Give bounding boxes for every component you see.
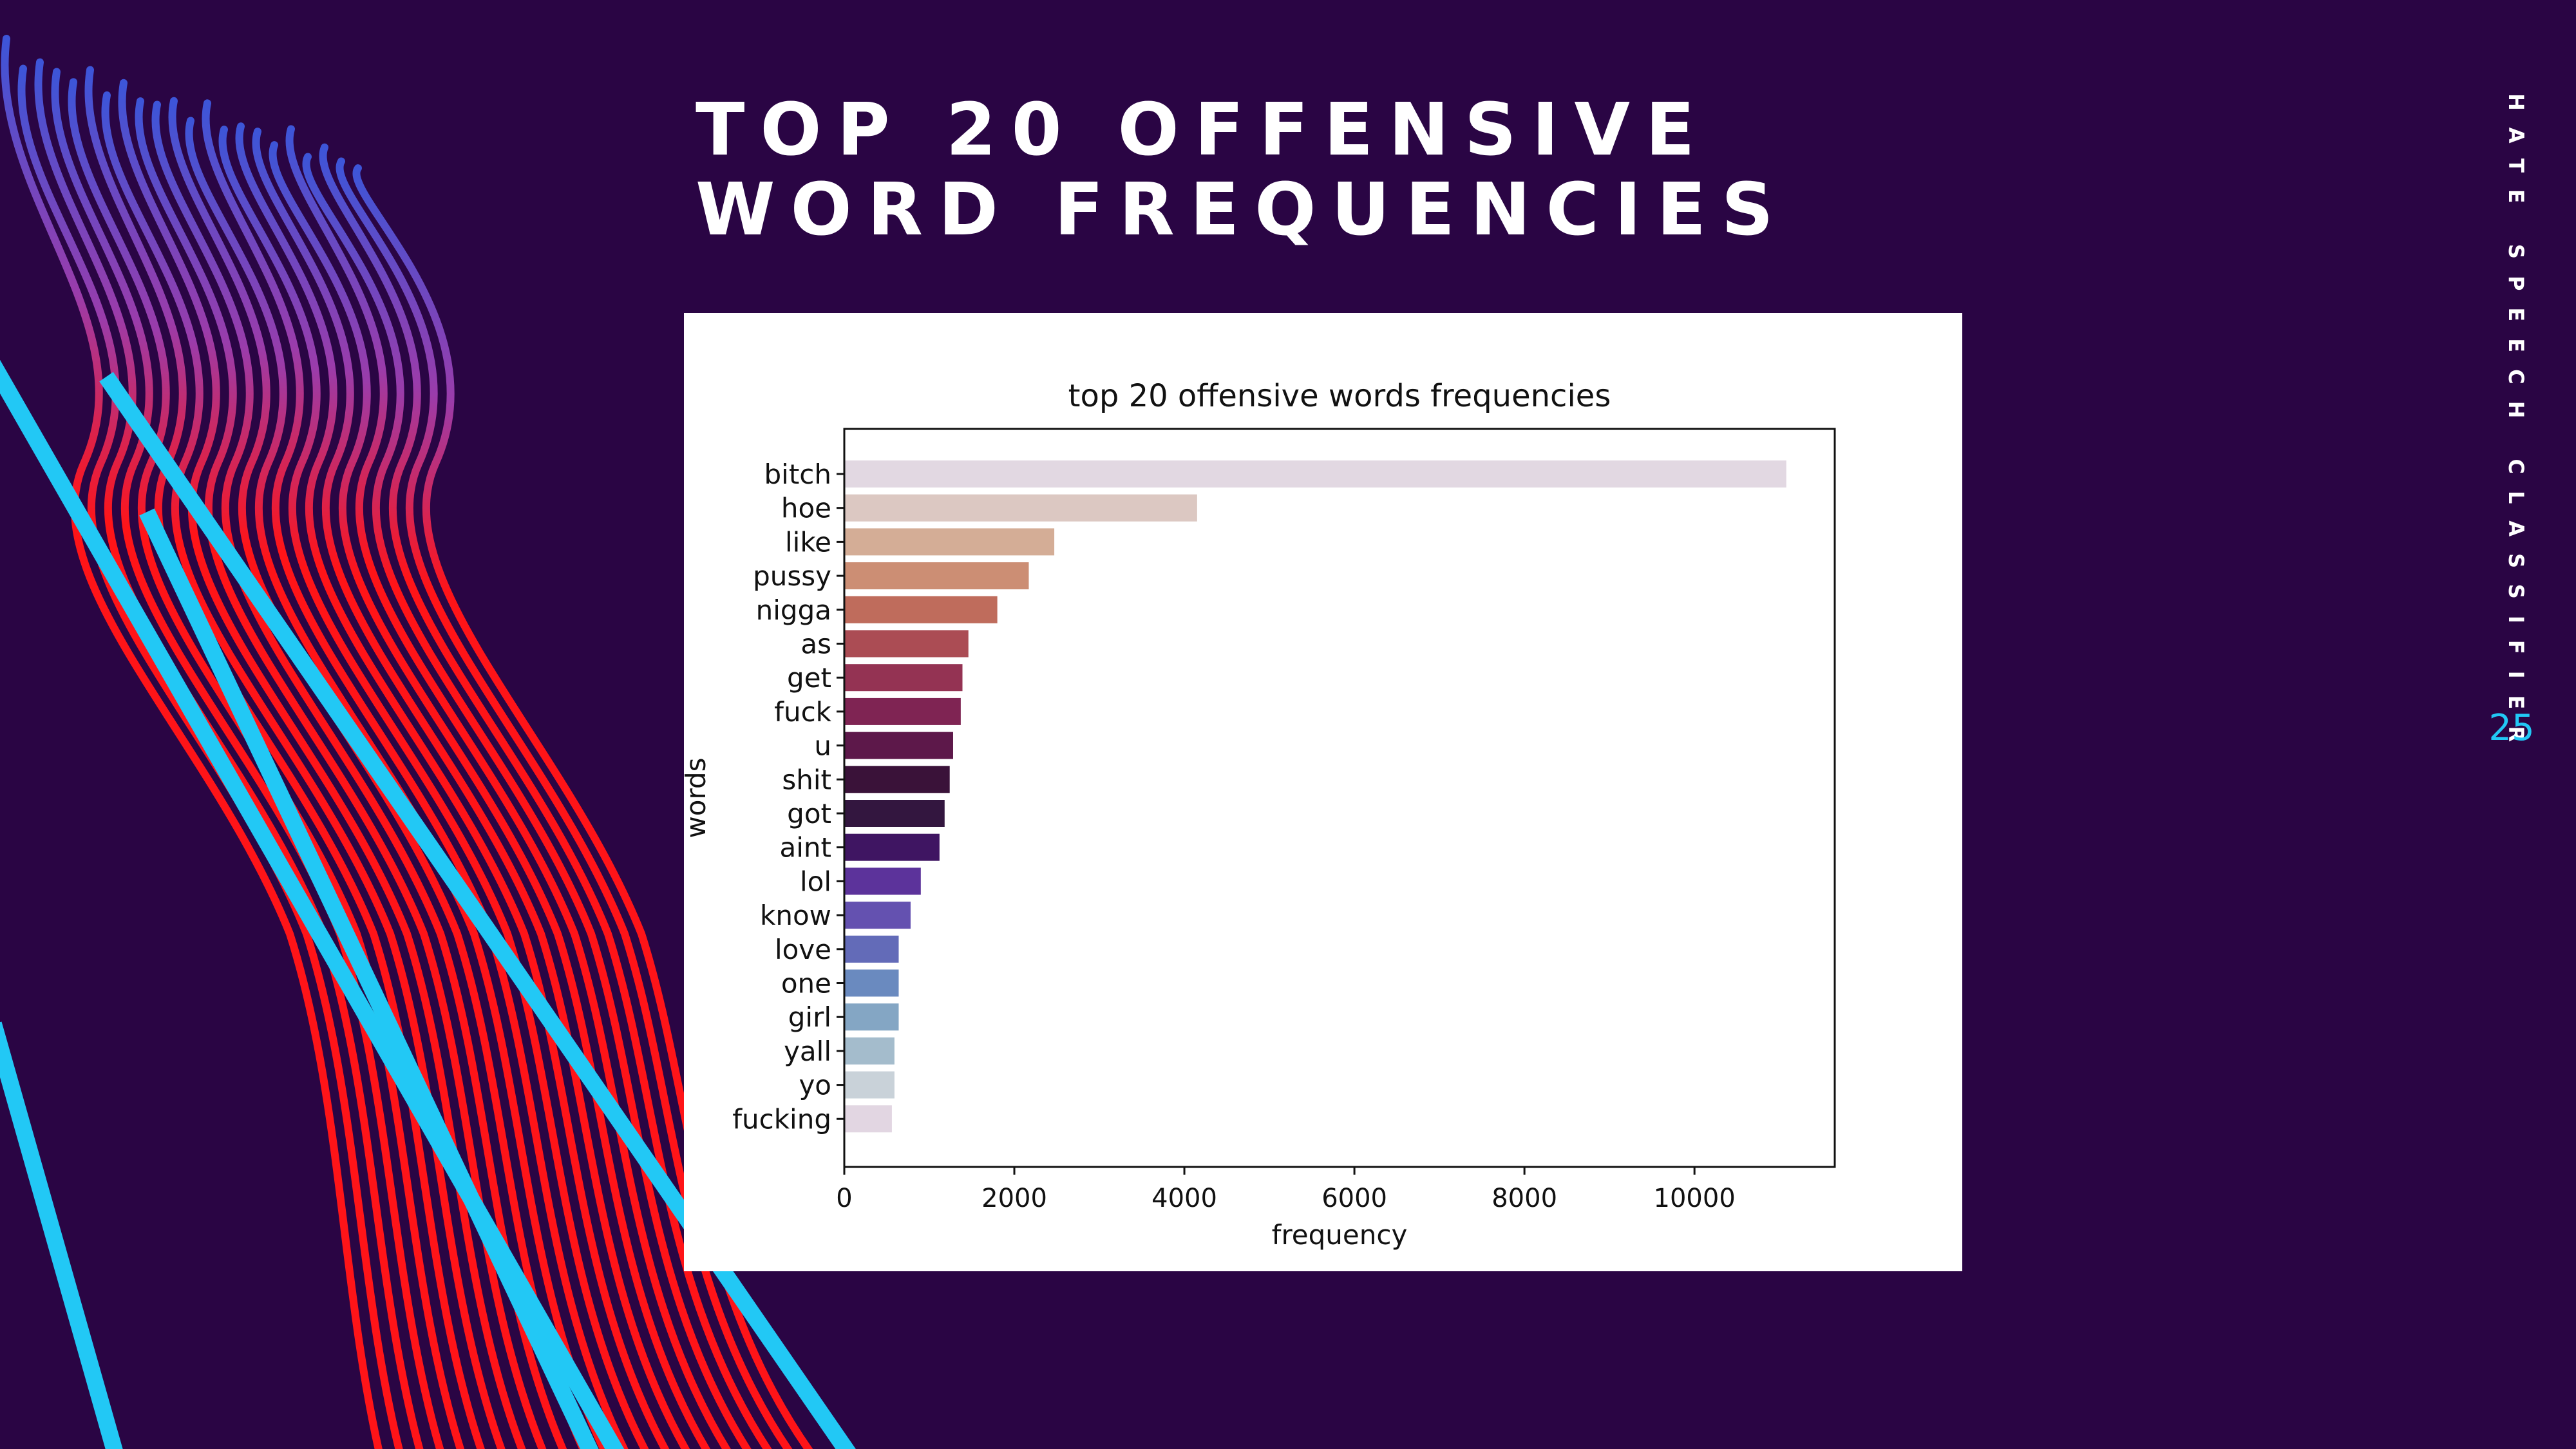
bar-lol <box>844 867 921 895</box>
page-number: 25 <box>2488 707 2535 749</box>
y-tick-label: nigga <box>756 594 831 626</box>
y-tick-label: pussy <box>753 560 831 592</box>
y-tick-label: love <box>775 934 831 965</box>
wave-line <box>17 64 403 1449</box>
y-tick-label: aint <box>780 832 832 864</box>
y-tick-label: got <box>787 798 831 829</box>
bar-bitch <box>844 460 1786 488</box>
wave-line <box>185 117 608 1449</box>
bar-yall <box>844 1037 895 1065</box>
y-axis-label: words <box>684 757 712 838</box>
y-ticks: bitchhoelikepussyniggaasgetfuckushitgota… <box>732 459 844 1135</box>
y-tick-label: u <box>814 730 831 762</box>
y-tick-label: as <box>800 629 831 660</box>
bar-aint <box>844 833 940 861</box>
bar-shit <box>844 766 950 793</box>
wave-line <box>151 100 567 1449</box>
wave-line <box>51 68 444 1449</box>
y-tick-label: hoe <box>781 493 831 524</box>
cyan-stripes <box>0 359 856 1449</box>
bar-chart: top 20 offensive words frequencies bitch… <box>684 378 1836 1251</box>
bar-one <box>844 969 899 997</box>
y-tick-label: bitch <box>764 459 831 490</box>
y-tick-label: shit <box>782 764 831 795</box>
y-tick-label: one <box>781 968 831 999</box>
wave-line <box>285 125 731 1449</box>
y-tick-label: know <box>760 900 831 931</box>
cyan-stripe <box>99 372 856 1449</box>
bar-got <box>844 800 945 827</box>
bar-yo <box>844 1071 895 1099</box>
y-tick-label: yo <box>799 1070 831 1101</box>
bar-fuck <box>844 697 961 725</box>
y-tick-label: fuck <box>774 696 831 728</box>
bar-u <box>844 732 953 759</box>
bar-know <box>844 902 911 929</box>
wave-line <box>269 141 711 1449</box>
bar-love <box>844 935 899 963</box>
plot-frame <box>843 428 1836 1168</box>
bar-pussy <box>844 562 1029 590</box>
bar-nigga <box>844 596 998 623</box>
wave-line <box>302 153 752 1449</box>
x-ticks: 0 2000 4000 6000 8000 10000 <box>836 1167 1736 1213</box>
wave-line <box>68 78 465 1449</box>
x-tick-label: 2000 <box>981 1184 1047 1213</box>
bar-fucking <box>844 1105 892 1133</box>
x-tick-label: 6000 <box>1321 1184 1387 1213</box>
chart-panel: top 20 offensive words frequencies bitch… <box>684 313 1962 1271</box>
x-axis-label: frequency <box>1272 1219 1408 1251</box>
side-label: HATE SPEECH CLASSIFIER <box>2504 93 2528 759</box>
wave-line <box>202 99 629 1449</box>
bar-as <box>844 630 969 658</box>
y-tick-label: fucking <box>732 1103 831 1135</box>
x-tick-label: 8000 <box>1492 1184 1557 1213</box>
y-tick-label: like <box>785 526 831 558</box>
y-tick-label: yall <box>784 1036 831 1067</box>
cyan-stripe <box>0 1021 123 1449</box>
bar-like <box>844 528 1055 556</box>
y-tick-label: get <box>787 662 831 694</box>
chart-title: top 20 offensive words frequencies <box>1068 378 1611 414</box>
y-tick-label: girl <box>788 1001 831 1033</box>
wave-line <box>1 35 383 1449</box>
bar-hoe <box>844 494 1197 522</box>
wave-line <box>252 128 690 1449</box>
x-tick-label: 0 <box>836 1184 852 1213</box>
slide-title: TOP 20 OFFENSIVE WORD FREQUENCIES <box>696 88 1789 252</box>
wave-line <box>218 126 649 1449</box>
y-tick-label: lol <box>800 866 831 897</box>
wave-line <box>235 122 670 1449</box>
cyan-stripe <box>139 508 599 1449</box>
bars-group <box>844 460 1786 1133</box>
bar-girl <box>844 1003 899 1031</box>
wave-line <box>101 91 506 1449</box>
x-tick-label: 4000 <box>1151 1184 1217 1213</box>
x-tick-label: 10000 <box>1654 1184 1736 1213</box>
bar-get <box>844 664 963 692</box>
